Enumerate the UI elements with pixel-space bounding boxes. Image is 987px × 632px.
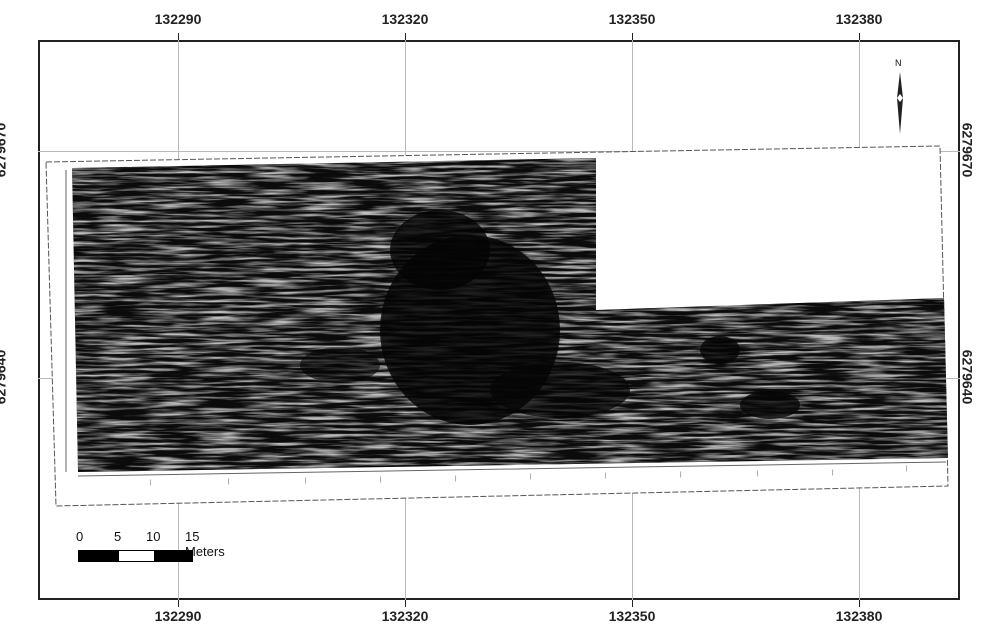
tick-bottom-4 (859, 600, 860, 607)
x-tick-top-4: 132380 (835, 11, 883, 27)
svg-text:|: | (380, 477, 382, 483)
tick-bottom-3 (632, 600, 633, 607)
north-arrow-icon: N (888, 58, 912, 138)
y-tick-right-1: 6279670 (959, 122, 976, 178)
x-tick-bottom-4: 132380 (835, 608, 883, 624)
svg-text:|: | (455, 476, 457, 482)
tick-top-1 (178, 33, 179, 40)
svg-text:|: | (150, 480, 152, 486)
svg-text:|: | (906, 466, 908, 472)
svg-text:|: | (228, 479, 230, 485)
scale-segment-1 (78, 550, 118, 562)
tick-bottom-2 (405, 600, 406, 607)
tick-bottom-1 (178, 600, 179, 607)
x-tick-top-1: 132290 (154, 11, 202, 27)
scale-label-10: 10 (146, 529, 161, 544)
y-tick-right-2: 6279640 (959, 349, 976, 405)
x-tick-bottom-1: 132290 (154, 608, 202, 624)
x-tick-bottom-3: 132350 (608, 608, 656, 624)
svg-text:|: | (305, 478, 307, 484)
svg-text:|: | (605, 473, 607, 479)
scale-label-0: 0 (76, 529, 84, 544)
x-tick-top-3: 132350 (608, 11, 656, 27)
svg-text:|: | (832, 470, 834, 476)
y-tick-left-1: 6279670 (0, 122, 9, 178)
tick-top-3 (632, 33, 633, 40)
scale-segment-2 (118, 550, 155, 562)
svg-text:|: | (680, 472, 682, 478)
scale-segment-3 (155, 550, 193, 562)
x-tick-top-2: 132320 (381, 11, 429, 27)
y-tick-left-2: 6279640 (0, 349, 9, 405)
tick-top-4 (859, 33, 860, 40)
scale-label-15: 15 Meters (185, 529, 225, 559)
grid-line-y-1 (38, 151, 960, 152)
x-tick-bottom-2: 132320 (381, 608, 429, 624)
svg-text:|: | (530, 474, 532, 480)
north-label: N (895, 58, 902, 68)
svg-text:|: | (757, 471, 759, 477)
scale-label-5: 5 (114, 529, 122, 544)
tick-top-2 (405, 33, 406, 40)
